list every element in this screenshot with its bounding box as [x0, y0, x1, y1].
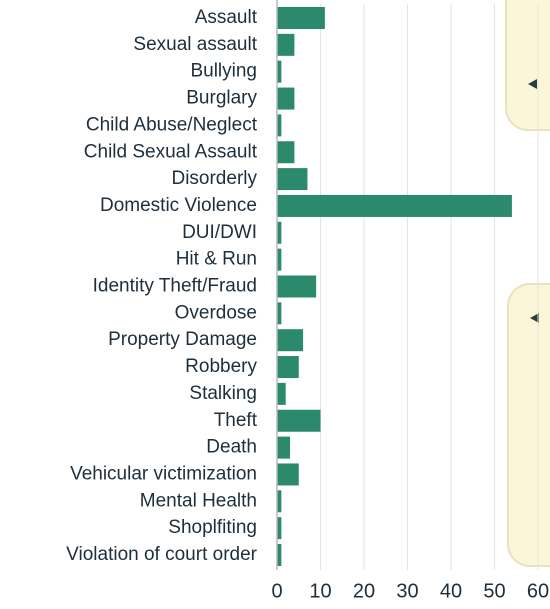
bar: [277, 382, 286, 405]
bar: [277, 463, 299, 486]
y-tick-label: Sexual assault: [133, 34, 257, 55]
bar: [277, 248, 282, 271]
y-tick-label: Child Abuse/Neglect: [86, 114, 258, 135]
y-tick-label: Child Sexual Assault: [84, 141, 258, 162]
y-tick-label: DUI/DWI: [182, 222, 257, 243]
callout-box: [507, 283, 550, 567]
y-tick-label: Robbery: [185, 356, 257, 377]
bar: [277, 302, 282, 325]
x-tick-label: 50: [483, 580, 505, 602]
bar: [277, 87, 295, 110]
x-tick-label: 20: [353, 580, 375, 602]
callout-pointer: [528, 79, 537, 89]
y-tick-label: Theft: [214, 410, 258, 431]
y-tick-label: Property Damage: [108, 329, 257, 350]
bar: [277, 544, 282, 566]
y-tick-label: Violation of court order: [66, 544, 257, 565]
bar: [277, 409, 321, 432]
y-tick-label: Disorderly: [171, 168, 257, 189]
bar: [277, 141, 295, 164]
bar: [277, 517, 282, 540]
x-tick-label: 40: [440, 580, 462, 602]
y-tick-label: Overdose: [175, 302, 257, 323]
y-tick-label: Identity Theft/Fraud: [93, 276, 257, 297]
x-tick-label: 30: [396, 580, 418, 602]
y-tick-label: Burglary: [186, 88, 257, 109]
y-tick-label: Stalking: [189, 383, 257, 404]
bar: [277, 490, 282, 513]
y-tick-label: Death: [206, 437, 257, 458]
callout-pointer: [530, 313, 539, 323]
bar: [277, 194, 512, 217]
y-tick-label: Shoplfiting: [168, 517, 257, 538]
y-tick-label: Hit & Run: [176, 249, 257, 270]
x-tick-label: 0: [271, 580, 282, 602]
bar: [277, 221, 282, 244]
x-tick-label: 10: [309, 580, 331, 602]
y-tick-label: Domestic Violence: [100, 195, 257, 216]
bar: [277, 329, 304, 352]
bar: [277, 60, 282, 83]
bar: [277, 114, 282, 137]
bar: [277, 436, 291, 459]
x-tick-label: 60: [527, 580, 549, 602]
callout-box: [505, 0, 550, 131]
bar: [277, 275, 317, 298]
bar: [277, 356, 299, 379]
y-tick-label: Assault: [195, 7, 258, 28]
y-tick-label: Bullying: [190, 61, 257, 82]
bar: [277, 7, 325, 29]
y-tick-label: Mental Health: [140, 490, 257, 511]
bar: [277, 33, 295, 56]
y-tick-label: Vehicular victimization: [70, 463, 257, 484]
bar: [277, 168, 308, 191]
